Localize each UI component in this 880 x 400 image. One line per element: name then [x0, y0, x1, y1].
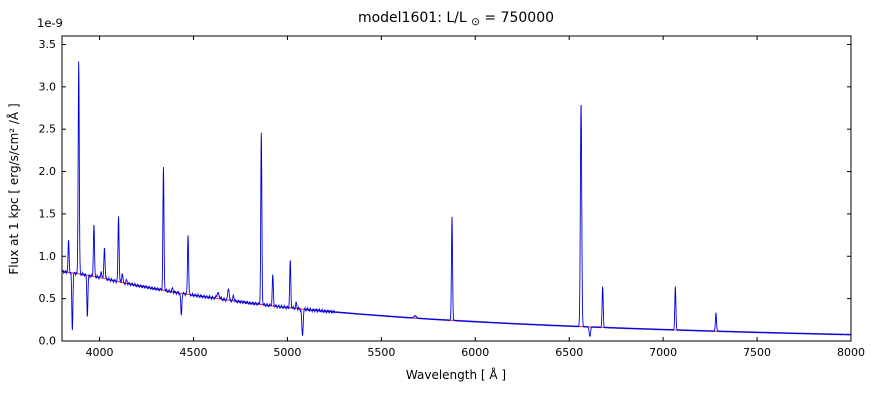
x-tick-label: 6000	[461, 346, 489, 359]
chart-title-text: model1601: L/L	[358, 10, 467, 26]
y-tick-label: 1.5	[39, 207, 57, 220]
sun-symbol: ⊙	[471, 16, 480, 28]
chart-title: model1601: L/L ⊙ = 750000	[358, 10, 554, 29]
plot-area	[62, 61, 851, 337]
y-axis-label: Flux at 1 kpc [ erg/s/cm² /Å ]	[6, 103, 21, 274]
y-tick-label: 3.0	[39, 80, 57, 93]
y-tick-label: 3.5	[39, 38, 57, 51]
x-axis-ticks: 4000 4500 5000 5500 6000 6500 7000 7500 8000	[86, 36, 865, 359]
x-tick-label: 7500	[743, 346, 771, 359]
y-tick-label: 2.5	[39, 123, 57, 136]
x-tick-label: 5000	[273, 346, 301, 359]
y-tick-label: 1.0	[39, 250, 57, 263]
x-tick-label: 8000	[837, 346, 865, 359]
chart-title-value: = 750000	[484, 10, 554, 26]
y-axis-offset-label: 1e-9	[37, 16, 63, 30]
axes-frame	[61, 35, 852, 342]
x-tick-label: 4500	[180, 346, 208, 359]
y-tick-label: 2.0	[39, 165, 57, 178]
spectrum-line	[62, 61, 851, 337]
y-axis-ticks: 0.0 0.5 1.0 1.5 2.0 2.5 3.0 3.5	[39, 38, 851, 348]
x-tick-label: 5500	[367, 346, 395, 359]
y-tick-label: 0.0	[39, 335, 57, 348]
x-tick-label: 6500	[555, 346, 583, 359]
x-tick-label: 7000	[649, 346, 677, 359]
y-tick-label: 0.5	[39, 292, 57, 305]
x-axis-label: Wavelength [ Å ]	[406, 367, 506, 382]
x-tick-label: 4000	[86, 346, 114, 359]
